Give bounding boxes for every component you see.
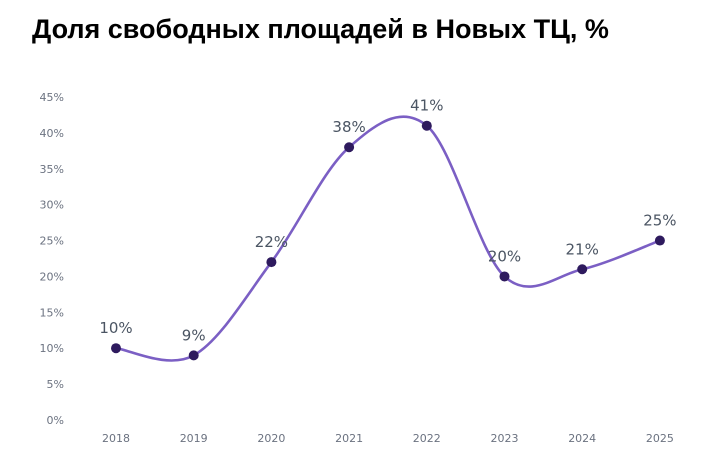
data-label: 41% bbox=[410, 97, 443, 115]
chart-title: Доля свободных площадей в Новых ТЦ, % bbox=[32, 14, 609, 44]
data-point bbox=[577, 264, 588, 275]
series-group: 10% 9% 22% 38% 41% 20% 21% 25% bbox=[99, 97, 677, 362]
data-point bbox=[188, 350, 199, 361]
y-tick-label: 35% bbox=[40, 163, 64, 176]
y-tick-label: 5% bbox=[47, 378, 64, 391]
series-line bbox=[114, 115, 662, 362]
y-axis-ticks: 0% 5% 10% 15% 20% 25% 30% 35% 40% 45% bbox=[40, 91, 64, 427]
data-label: 20% bbox=[488, 247, 521, 265]
y-tick-label: 10% bbox=[40, 342, 64, 355]
y-tick-label: 0% bbox=[47, 414, 64, 427]
data-point bbox=[654, 235, 665, 246]
x-tick-label: 2025 bbox=[646, 432, 674, 445]
data-point bbox=[266, 257, 277, 268]
data-label: 25% bbox=[643, 212, 676, 230]
data-label: 38% bbox=[332, 118, 365, 136]
data-label: 9% bbox=[182, 326, 206, 344]
x-tick-label: 2020 bbox=[257, 432, 285, 445]
y-tick-label: 15% bbox=[40, 306, 64, 319]
x-tick-label: 2023 bbox=[491, 432, 519, 445]
y-tick-label: 30% bbox=[40, 199, 64, 212]
data-point bbox=[344, 142, 355, 153]
x-tick-label: 2018 bbox=[102, 432, 130, 445]
data-point bbox=[421, 120, 432, 131]
data-point bbox=[111, 343, 121, 354]
x-tick-label: 2024 bbox=[568, 432, 596, 445]
y-tick-label: 20% bbox=[40, 270, 64, 283]
x-tick-label: 2019 bbox=[180, 432, 208, 445]
y-tick-label: 45% bbox=[40, 91, 64, 104]
x-tick-label: 2021 bbox=[335, 432, 363, 445]
data-label: 21% bbox=[566, 240, 599, 258]
data-label: 10% bbox=[99, 319, 132, 337]
y-tick-label: 40% bbox=[40, 127, 64, 140]
data-label: 22% bbox=[255, 233, 288, 251]
y-tick-label: 25% bbox=[40, 235, 64, 248]
data-point bbox=[499, 271, 510, 282]
x-axis-ticks: 2018 2019 2020 2021 2022 2023 2024 2025 bbox=[102, 432, 674, 445]
x-tick-label: 2022 bbox=[413, 432, 441, 445]
